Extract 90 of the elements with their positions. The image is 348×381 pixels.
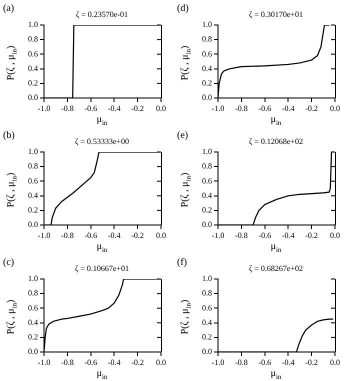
y-tick-label: 0.8 bbox=[28, 34, 38, 44]
x-tick-label: -0.2 bbox=[305, 358, 318, 367]
text: (d) bbox=[177, 3, 189, 14]
x-axis-title: μ$_{in}$ bbox=[270, 114, 282, 127]
x-tick-label: -0.8 bbox=[61, 230, 74, 240]
y-tick-label: 0.6 bbox=[28, 303, 38, 312]
x-tick-label: -0.2 bbox=[131, 358, 144, 367]
y-tick-label: 0.2 bbox=[28, 332, 38, 342]
x-tick-label: -0.4 bbox=[108, 358, 121, 367]
y-tick-label: 0.6 bbox=[202, 176, 212, 186]
x-tick-label: -0.8 bbox=[61, 104, 74, 113]
x-tick-label: -0.4 bbox=[282, 104, 295, 113]
y-tick-label: 0.0 bbox=[28, 93, 38, 102]
x-axis-title: μ$_{in}$ bbox=[96, 368, 108, 381]
chart-title: ζ = 0.68267e+02 bbox=[249, 264, 303, 273]
x-tick-label: -0.8 bbox=[235, 104, 248, 113]
y-tick-label: 0.6 bbox=[28, 49, 38, 58]
x-tick-label: 0.0 bbox=[330, 358, 340, 367]
y-tick-label: 0.4 bbox=[202, 190, 212, 200]
x-tick-label: -0.6 bbox=[258, 230, 272, 240]
x-tick-label: -0.2 bbox=[131, 104, 144, 113]
x-tick-label: -0.8 bbox=[235, 358, 248, 367]
x-tick-label: -0.4 bbox=[282, 358, 295, 367]
x-tick-label: -0.6 bbox=[258, 358, 272, 367]
x-tick-label: -0.2 bbox=[131, 230, 144, 240]
x-tick-label: 0.0 bbox=[156, 104, 166, 113]
y-tick-label: 0.0 bbox=[28, 347, 38, 356]
x-axis-title: μ$_{in}$ bbox=[270, 241, 282, 254]
y-tick-label: 0.0 bbox=[202, 93, 212, 102]
y-tick-label: 0.2 bbox=[28, 205, 38, 214]
x-tick-label: -0.8 bbox=[61, 358, 74, 367]
text: (e) bbox=[177, 130, 188, 141]
y-tick-label: 0.8 bbox=[202, 288, 212, 298]
y-tick-label: 0.8 bbox=[28, 162, 38, 171]
y-tick-label: 0.0 bbox=[202, 347, 212, 356]
x-tick-label: 0.0 bbox=[156, 230, 166, 240]
x-tick-label: -0.4 bbox=[108, 104, 121, 113]
x-tick-label: -0.6 bbox=[84, 230, 98, 240]
x-tick-label: -1.0 bbox=[38, 104, 50, 113]
x-tick-label: -1.0 bbox=[38, 358, 50, 367]
y-tick-label: 0.4 bbox=[28, 64, 38, 73]
x-tick-label: -0.8 bbox=[235, 230, 248, 240]
x-tick-label: -0.6 bbox=[84, 104, 98, 113]
x-tick-label: -1.0 bbox=[38, 230, 50, 240]
y-tick-label: 1.0 bbox=[202, 20, 212, 30]
y-tick-label: 1.0 bbox=[202, 274, 212, 284]
x-tick-label: -1.0 bbox=[212, 358, 224, 367]
x-tick-label: -0.2 bbox=[305, 230, 318, 240]
y-tick-label: 0.2 bbox=[202, 78, 212, 88]
x-tick-label: -0.4 bbox=[108, 230, 121, 240]
y-tick-label: 0.4 bbox=[202, 64, 212, 73]
x-tick-label: -0.6 bbox=[258, 104, 272, 113]
x-tick-label: -0.4 bbox=[282, 230, 295, 240]
chart-title: ζ = 0.12068e+02 bbox=[249, 137, 303, 146]
x-tick-label: -0.2 bbox=[305, 104, 318, 113]
x-tick-label: 0.0 bbox=[156, 358, 166, 367]
y-tick-label: 1.0 bbox=[28, 274, 38, 284]
text: (c) bbox=[3, 257, 14, 268]
y-tick-label: 0.8 bbox=[202, 162, 212, 171]
y-tick-label: 0.4 bbox=[28, 190, 38, 200]
y-tick-label: 0.8 bbox=[28, 288, 38, 298]
chart-title: ζ = 0.10667e+01 bbox=[75, 264, 129, 273]
y-tick-label: 0.4 bbox=[28, 318, 38, 327]
y-tick-label: 0.6 bbox=[28, 176, 38, 186]
x-tick-label: -1.0 bbox=[212, 104, 224, 113]
y-tick-label: 1.0 bbox=[28, 20, 38, 30]
x-axis-title: μ$_{in}$ bbox=[96, 114, 108, 127]
y-tick-label: 1.0 bbox=[28, 147, 38, 156]
x-tick-label: 0.0 bbox=[330, 230, 340, 240]
chart-title: ζ = 0.23570e-01 bbox=[76, 10, 128, 19]
y-tick-label: 1.0 bbox=[202, 147, 212, 156]
y-tick-label: 0.2 bbox=[28, 78, 38, 88]
chart-title: ζ = 0.53333e+00 bbox=[75, 137, 129, 146]
text: (f) bbox=[177, 257, 187, 268]
text: (b) bbox=[3, 130, 15, 141]
text: (a) bbox=[3, 3, 14, 14]
x-axis-title: μ$_{in}$ bbox=[96, 241, 108, 254]
y-tick-label: 0.2 bbox=[202, 205, 212, 214]
y-tick-label: 0.6 bbox=[202, 49, 212, 58]
y-tick-label: 0.0 bbox=[202, 220, 212, 230]
x-tick-label: -0.6 bbox=[84, 358, 98, 367]
chart-title: ζ = 0.30170e+01 bbox=[249, 10, 303, 19]
y-tick-label: 0.6 bbox=[202, 303, 212, 312]
y-tick-label: 0.0 bbox=[28, 220, 38, 230]
y-tick-label: 0.4 bbox=[202, 318, 212, 327]
y-tick-label: 0.8 bbox=[202, 34, 212, 44]
y-tick-label: 0.2 bbox=[202, 332, 212, 342]
x-tick-label: 0.0 bbox=[330, 104, 340, 113]
x-axis-title: μ$_{in}$ bbox=[270, 368, 282, 381]
x-tick-label: -1.0 bbox=[212, 230, 224, 240]
